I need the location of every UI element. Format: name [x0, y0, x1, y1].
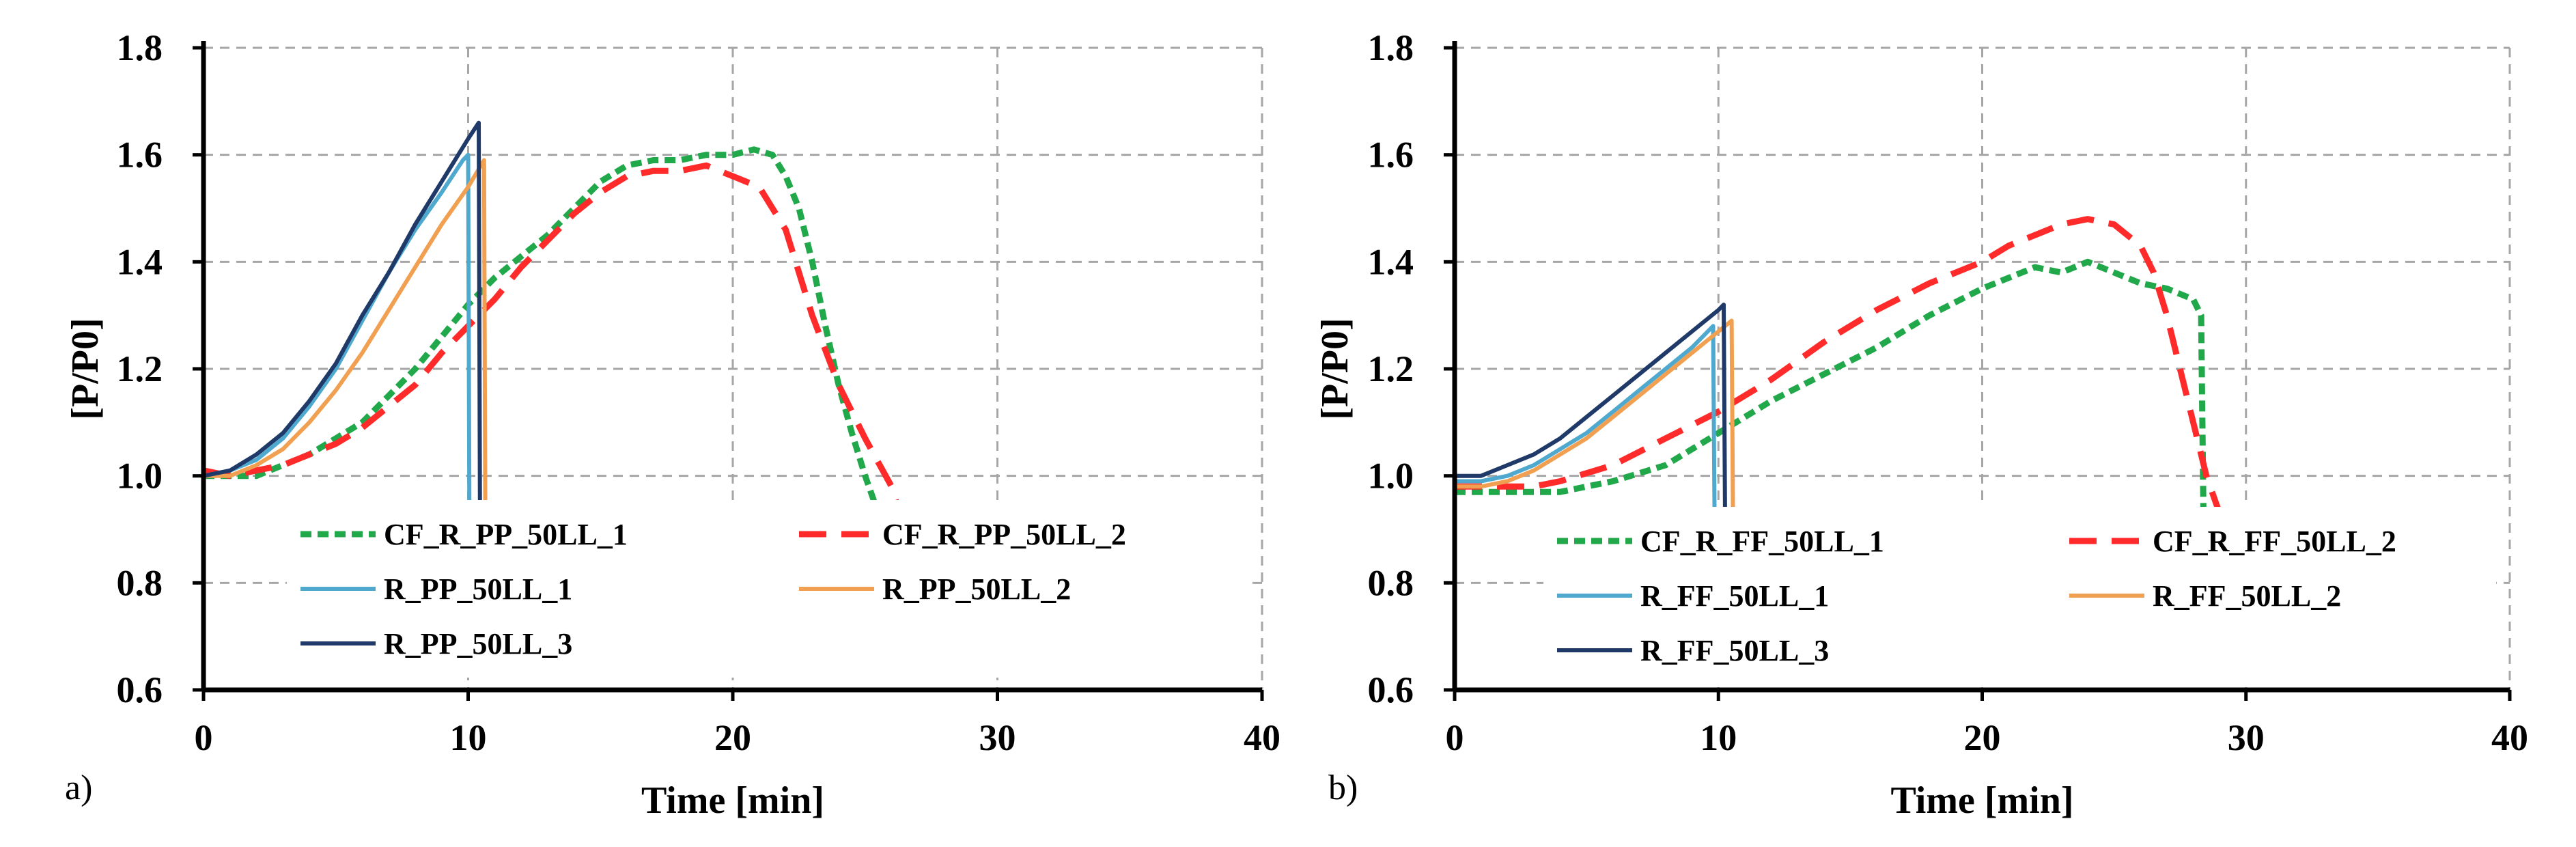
legend-label: CF_R_PP_50LL_2: [882, 518, 1126, 551]
y-tick-label: 1.6: [117, 135, 163, 176]
x-tick-label: 10: [450, 717, 487, 758]
series-line-cf-r-ff-50ll-2: [1455, 216, 2231, 541]
x-axis-title: Time [min]: [1890, 779, 2073, 822]
y-tick-label: 1.0: [1368, 456, 1414, 497]
x-tick-label: 0: [195, 717, 213, 758]
legend-label: CF_R_PP_50LL_1: [384, 518, 628, 551]
y-tick-label: 1.0: [117, 456, 163, 497]
series-line-r-pp-50ll-1: [204, 152, 472, 531]
y-tick-label: 1.4: [117, 241, 163, 282]
series-line-r-ff-50ll-2: [1455, 318, 1735, 510]
x-tick-label: 0: [1446, 717, 1464, 758]
x-axis-title: Time [min]: [641, 779, 824, 822]
series-line-cf-r-ff-50ll-1: [1455, 258, 2207, 540]
legend-background: [1543, 507, 2496, 684]
panel-label: a): [65, 768, 92, 807]
series-group: [1455, 216, 2231, 541]
legend-label: R_PP_50LL_3: [384, 627, 572, 661]
y-tick-label: 1.6: [1368, 135, 1414, 176]
x-tick-label: 30: [979, 717, 1016, 758]
x-tick-label: 20: [1964, 717, 2001, 758]
y-tick-label: 0.6: [117, 669, 163, 710]
x-tick-label: 40: [2491, 717, 2528, 758]
x-tick-label: 10: [1700, 717, 1737, 758]
legend-label: R_FF_50LL_3: [1640, 634, 1829, 667]
y-tick-label: 0.8: [1368, 562, 1414, 603]
legend-background: [287, 500, 1248, 678]
y-tick-label: 0.8: [117, 562, 163, 603]
series-line-r-ff-50ll-3: [1455, 303, 1727, 510]
y-tick-label: 0.6: [1368, 669, 1414, 710]
series-line-cf-r-pp-50ll-1: [204, 146, 895, 542]
x-tick-label: 40: [1244, 717, 1280, 758]
legend-label: CF_R_FF_50LL_2: [2153, 525, 2396, 558]
chart-panel-a: 0.6 0.8 1.0 1.2 1.4 1.6 1.8 0 10 20 30 40 Time [min]…: [64, 27, 1280, 822]
x-tick-label: 20: [714, 717, 751, 758]
y-axis-title: [P/P0]: [1314, 318, 1356, 419]
series-line-r-pp-50ll-3: [204, 120, 482, 531]
y-tick-label: 1.2: [117, 348, 163, 389]
series-line-r-ff-50ll-1: [1455, 324, 1717, 510]
series-group: [204, 120, 911, 542]
y-tick-label: 1.8: [1368, 27, 1414, 68]
x-tick-label: 30: [2228, 717, 2265, 758]
y-tick-label: 1.4: [1368, 241, 1414, 282]
y-axis-title: [P/P0]: [64, 318, 107, 419]
series-line-r-pp-50ll-2: [204, 158, 488, 531]
chart-panel-b: 0.6 0.8 1.0 1.2 1.4 1.6 1.8 0 10 20 30 40 Time [min]…: [1314, 27, 2528, 822]
legend-label: CF_R_FF_50LL_1: [1640, 525, 1884, 558]
series-line-cf-r-pp-50ll-2: [204, 162, 911, 541]
legend-label: R_PP_50LL_2: [882, 572, 1071, 606]
legend-label: R_PP_50LL_1: [384, 572, 572, 606]
legend-label: R_FF_50LL_1: [1640, 579, 1829, 613]
legend-label: R_FF_50LL_2: [2153, 579, 2341, 613]
panel-label: b): [1328, 768, 1358, 807]
y-tick-label: 1.8: [117, 27, 163, 68]
y-tick-label: 1.2: [1368, 348, 1414, 389]
